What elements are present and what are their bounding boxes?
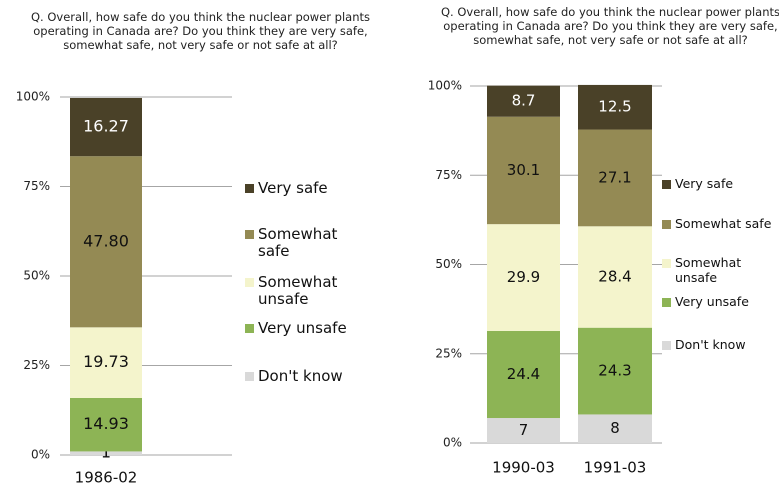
legend-label: Very unsafe <box>675 294 749 309</box>
data-label: 16.27 <box>83 117 129 136</box>
legend-swatch <box>662 219 671 229</box>
data-label: 12.5 <box>598 98 631 116</box>
legend-label: Very unsafe <box>258 319 347 337</box>
data-label: 8 <box>610 419 620 437</box>
legend-label: Don't know <box>675 337 746 352</box>
data-label: 14.93 <box>83 414 129 433</box>
bar-segment <box>578 327 652 415</box>
bar-segment <box>487 224 560 331</box>
data-label: 47.80 <box>83 231 129 250</box>
data-label: 27.1 <box>598 168 631 186</box>
data-label: 24.4 <box>507 365 540 383</box>
y-tick-label: 50% <box>435 257 462 271</box>
x-tick-label: 1986-02 <box>75 469 138 487</box>
y-tick-label: 50% <box>23 269 50 283</box>
legend-swatch <box>245 372 254 381</box>
y-tick-label: 0% <box>31 448 50 462</box>
bar-segment <box>70 97 142 157</box>
legend-label: Somewhat safe <box>258 225 338 260</box>
legend-label: Somewhat unsafe <box>675 255 742 285</box>
y-tick-label: 75% <box>23 179 50 193</box>
y-tick-label: 25% <box>23 358 50 372</box>
x-tick-label: 1991-03 <box>584 459 647 477</box>
y-tick-label: 100% <box>16 90 50 104</box>
bar-segment <box>578 84 652 130</box>
legend-entry: Somewhat safe <box>245 226 355 260</box>
legend-swatch <box>245 230 254 239</box>
legend-entry: Don't know <box>245 368 355 385</box>
legend-swatch <box>662 179 671 189</box>
y-tick-label: 0% <box>443 436 462 450</box>
data-label: 29.9 <box>507 268 540 286</box>
x-tick-label: 1990-03 <box>492 459 555 477</box>
bar-segment <box>487 330 560 419</box>
legend-swatch <box>245 278 254 287</box>
legend-entry: Somewhat unsafe <box>245 274 355 308</box>
legend-label: Don't know <box>258 367 343 385</box>
legend-swatch <box>662 340 671 350</box>
y-tick-label: 25% <box>435 346 462 360</box>
bar-segment <box>70 451 142 455</box>
data-label: 1 <box>101 443 111 462</box>
data-label: 30.1 <box>507 161 540 179</box>
legend-entry: Don't know <box>662 337 777 353</box>
chart-title: Q. Overall, how safe do you think the nu… <box>440 5 779 47</box>
legend-swatch <box>245 184 254 193</box>
legend-swatch <box>245 324 254 333</box>
legend-label: Very safe <box>675 176 734 191</box>
bar-segment <box>70 327 142 398</box>
chart-title: Q. Overall, how safe do you think the nu… <box>30 10 370 52</box>
y-tick-label: 100% <box>428 79 462 93</box>
legend-label: Somewhat safe <box>675 216 772 231</box>
legend-entry: Very unsafe <box>662 294 777 310</box>
legend-entry: Somewhat unsafe <box>662 255 777 285</box>
data-label: 28.4 <box>598 267 631 285</box>
bar-segment <box>578 226 652 328</box>
data-label: 24.3 <box>598 362 631 380</box>
bar-segment <box>578 414 652 443</box>
legend-label: Somewhat unsafe <box>258 273 338 308</box>
y-tick-label: 75% <box>435 168 462 182</box>
bar-segment <box>487 418 560 443</box>
data-label: 19.73 <box>83 352 129 371</box>
legend-entry: Very unsafe <box>245 320 355 337</box>
bar-segment <box>487 116 560 225</box>
legend-swatch <box>662 258 671 268</box>
bar-segment <box>70 156 142 328</box>
bar-segment <box>70 397 142 452</box>
legend-entry: Very safe <box>245 180 355 197</box>
data-label: 7 <box>519 421 529 439</box>
legend-swatch <box>662 297 671 307</box>
bar-segment <box>487 85 560 117</box>
data-label: 8.7 <box>512 92 536 110</box>
legend-entry: Very safe <box>662 176 777 192</box>
legend-label: Very safe <box>258 179 328 197</box>
legend-entry: Somewhat safe <box>662 216 777 232</box>
bar-segment <box>578 129 652 227</box>
